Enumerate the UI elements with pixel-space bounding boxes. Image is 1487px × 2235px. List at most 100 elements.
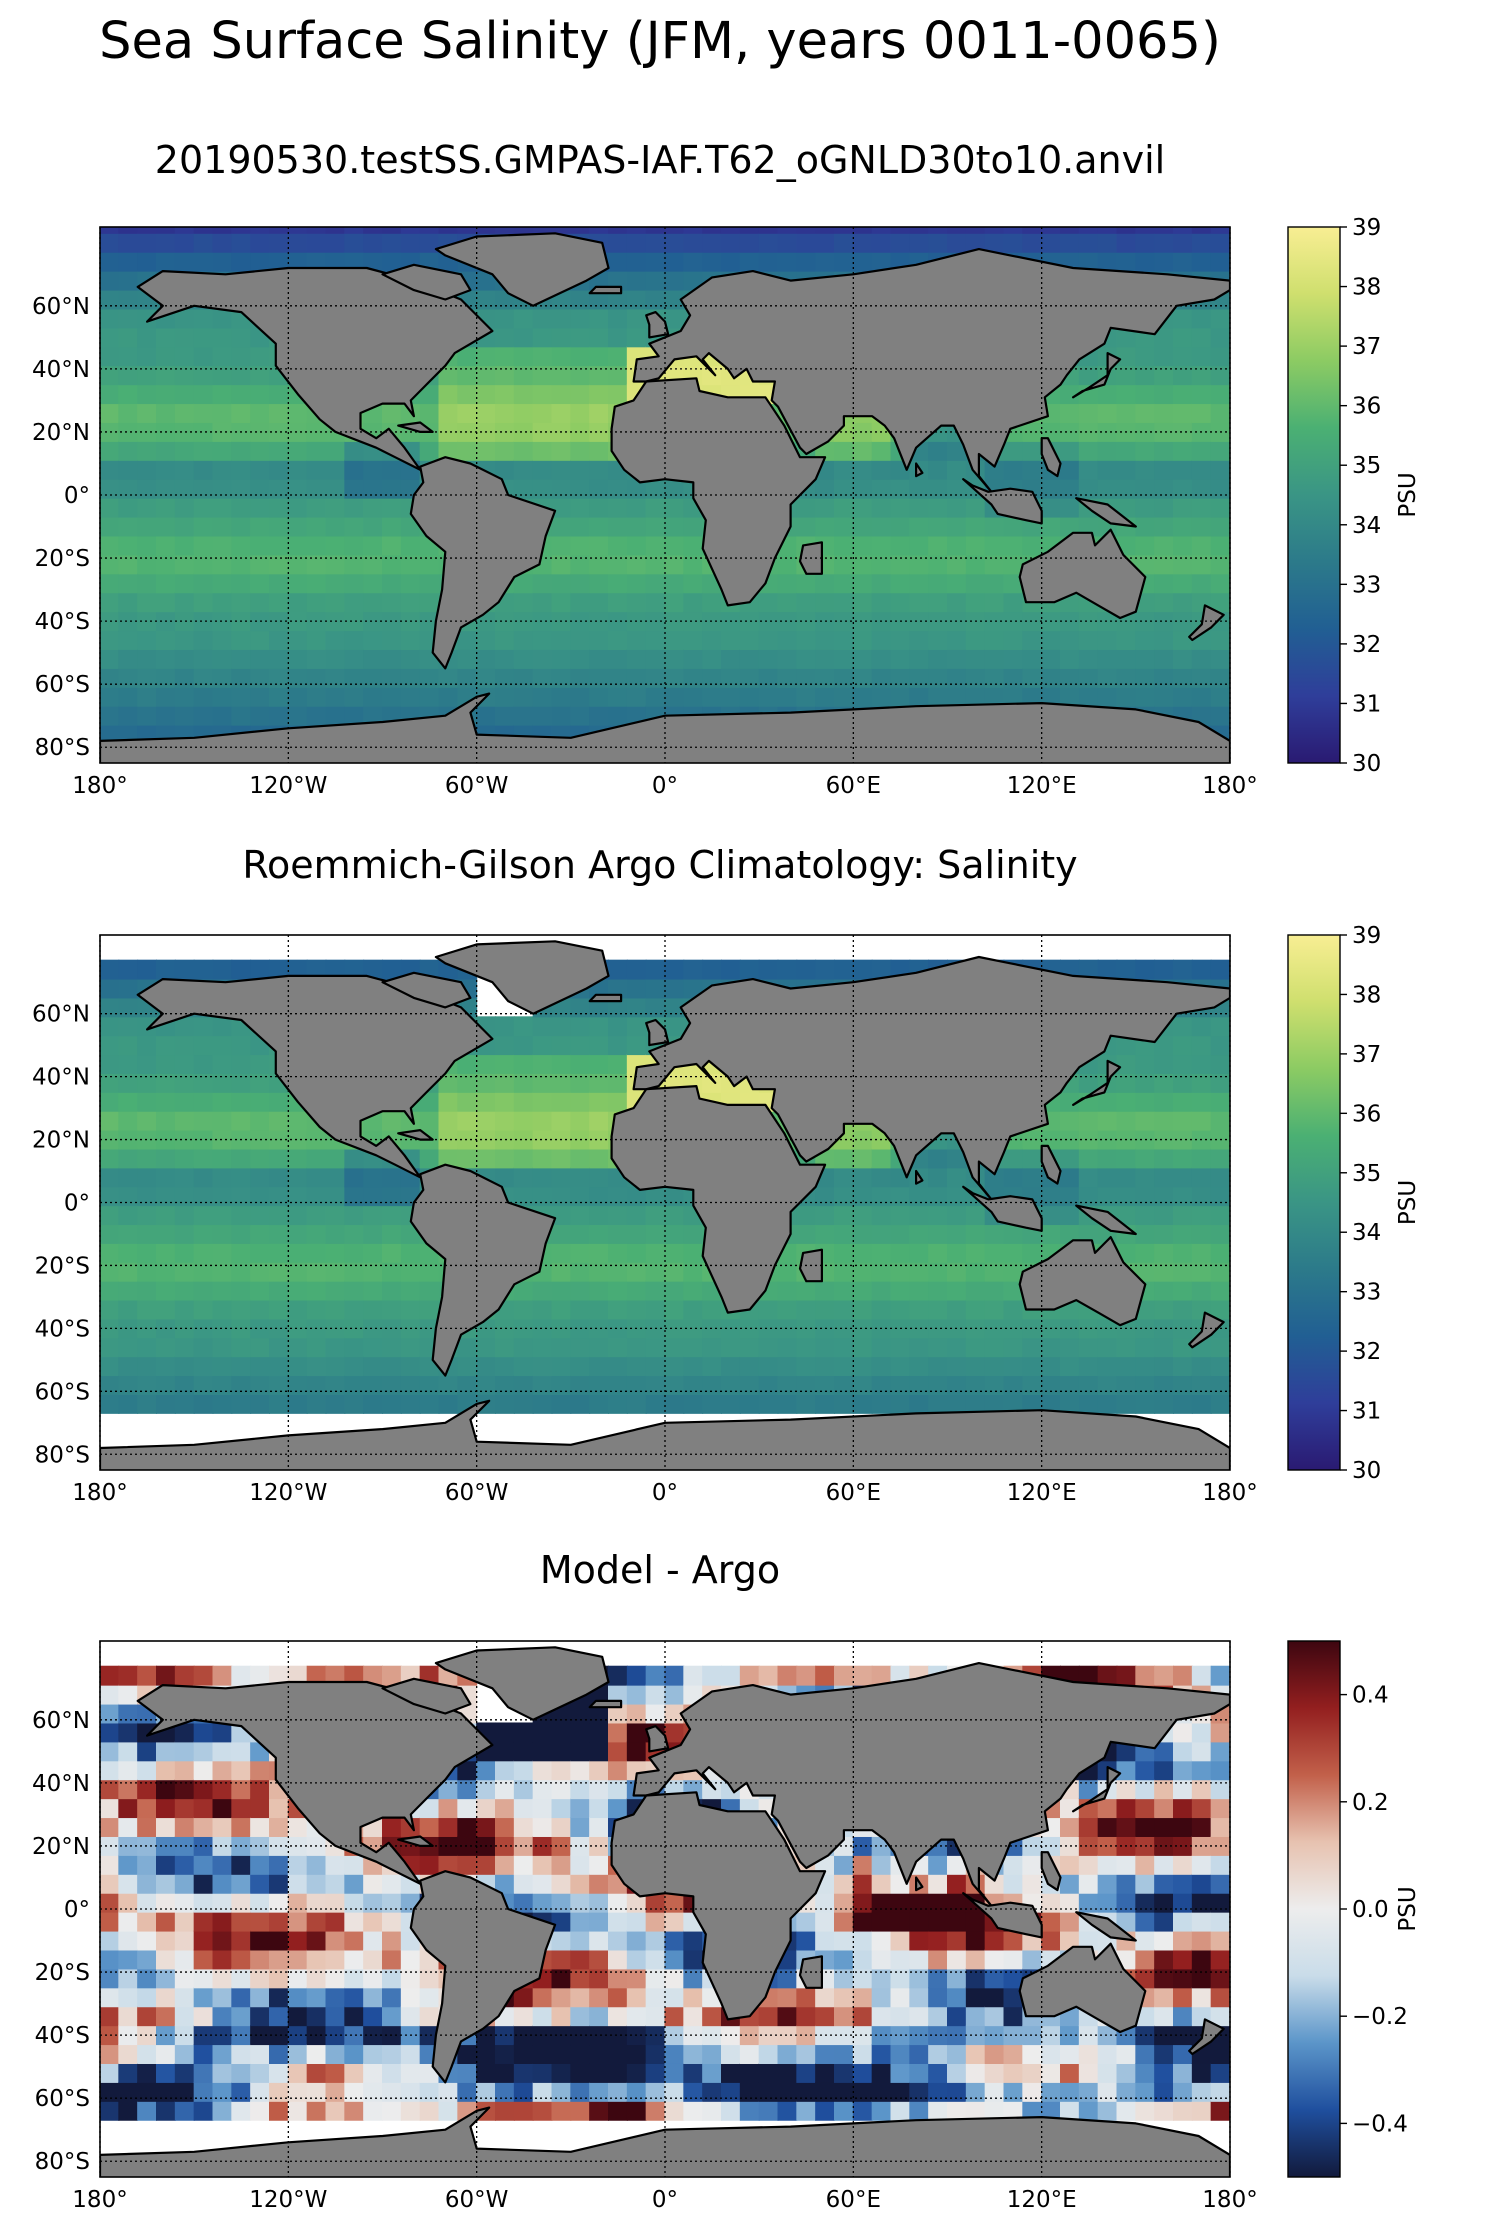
colorbar-tick-label: 34: [1352, 513, 1381, 539]
x-tick-label: 60°W: [445, 773, 509, 799]
australia-land: [1018, 528, 1147, 620]
indonesia-land: [962, 1185, 1043, 1232]
colorbar-label: PSU: [1395, 472, 1421, 517]
panel-2-gridlines: [99, 935, 1231, 1470]
y-tick-label: 40°N: [32, 357, 90, 383]
panel-2-map: 180° 120°W 60°W 0° 60°E 120°E 180° 60°N 40°N 20°N…: [32, 934, 1258, 1506]
y-tick-label: 20°S: [35, 546, 90, 572]
y-tick-label: 40°N: [32, 1065, 90, 1091]
x-tick-label: 180°: [1202, 2187, 1257, 2213]
x-tick-label: 60°E: [826, 2187, 881, 2213]
colorbar-tick-label: −0.4: [1352, 2111, 1408, 2137]
colorbar-tick-label: 32: [1352, 1339, 1381, 1365]
x-tick-label: 180°: [1202, 1480, 1257, 1506]
sri-lanka-land: [915, 462, 924, 478]
colorbar-bar: [1287, 1640, 1341, 2178]
x-tick-label: 180°: [1202, 773, 1257, 799]
africa-land: [610, 1791, 827, 2021]
y-tick-label: 60°N: [32, 1708, 90, 1734]
panel-3-title: Model - Argo: [539, 1548, 781, 1592]
iceland-land: [588, 285, 623, 295]
colorbar-tick-label: 35: [1352, 1161, 1381, 1187]
y-tick-label: 60°N: [32, 1002, 90, 1028]
x-tick-label: 0°: [652, 1480, 678, 1506]
sri-lanka-land: [915, 1876, 924, 1892]
colorbar-label: PSU: [1395, 1886, 1421, 1931]
iceland-land: [588, 1699, 623, 1709]
panel-2-colorbar: 39 38 37 36 35 34 33 32 31 30 PSU: [1287, 923, 1421, 1484]
indonesia-land: [962, 1892, 1043, 1939]
sri-lanka-land: [915, 1169, 924, 1185]
y-tick-label: 20°N: [32, 420, 90, 446]
y-tick-label: 60°S: [35, 2086, 90, 2112]
y-tick-label: 40°S: [35, 2023, 90, 2049]
colorbar-tick-label: 33: [1352, 1280, 1381, 1306]
x-tick-label: 60°E: [826, 773, 881, 799]
new-zealand-land: [1188, 1311, 1225, 1349]
x-tick-label: 120°E: [1007, 1480, 1077, 1506]
x-tick-label: 0°: [652, 773, 678, 799]
y-tick-label: 0°: [64, 1191, 90, 1217]
y-tick-label: 40°S: [35, 609, 90, 635]
x-tick-label: 0°: [652, 2187, 678, 2213]
y-tick-label: 40°N: [32, 1771, 90, 1797]
colorbar-tick-label: 34: [1352, 1220, 1381, 1246]
y-tick-label: 20°N: [32, 1128, 90, 1154]
y-tick-label: 80°S: [35, 1442, 90, 1468]
x-tick-label: 60°W: [445, 1480, 509, 1506]
panel-1-title: 20190530.testSS.GMPAS-IAF.T62_oGNLD30to1…: [154, 138, 1166, 182]
panel-1-colorbar: 39 38 37 36 35 34 33 32 31 30 PSU: [1287, 215, 1421, 777]
colorbar-tick-label: 39: [1352, 923, 1381, 949]
y-tick-label: 0°: [64, 1897, 90, 1923]
south-america-land: [409, 1870, 557, 2084]
x-tick-label: 120°E: [1007, 2187, 1077, 2213]
y-tick-label: 60°S: [35, 672, 90, 698]
y-tick-label: 20°N: [32, 1834, 90, 1860]
colorbar-tick-label: 0.0: [1352, 1897, 1389, 1923]
new-zealand-land: [1188, 2018, 1225, 2056]
panel-3-colorbar: 0.4 0.2 0.0 −0.2 −0.4 PSU: [1287, 1640, 1421, 2178]
x-tick-label: 120°E: [1007, 773, 1077, 799]
panel-1-gridlines: [99, 227, 1231, 763]
cuba-land: [397, 1129, 434, 1141]
australia-land: [1018, 1236, 1147, 1327]
britain-land: [645, 1018, 670, 1047]
panel-2-frame: [99, 934, 1231, 1471]
colorbar-tick-label: 36: [1352, 1101, 1381, 1127]
south-america-land: [409, 1163, 557, 1377]
indonesia-land: [962, 478, 1043, 525]
japan-land: [1072, 1766, 1122, 1813]
iceland-land: [588, 993, 623, 1003]
colorbar-tick-label: 37: [1352, 1042, 1381, 1068]
south-america-land: [409, 456, 557, 670]
cuba-land: [397, 421, 434, 433]
panel-3-frame: [99, 1640, 1231, 2178]
colorbar-tick-label: 32: [1352, 632, 1381, 658]
colorbar-tick-label: −0.2: [1352, 2004, 1408, 2030]
japan-land: [1072, 352, 1122, 399]
panel-1-map: 180° 120°W 60°W 0° 60°E 120°E 180° 60°N 40°N 20°N…: [32, 226, 1258, 799]
y-tick-label: 60°S: [35, 1379, 90, 1405]
australia-land: [1018, 1942, 1147, 2034]
new-guinea-land: [1075, 1204, 1137, 1236]
colorbar-label: PSU: [1395, 1180, 1421, 1225]
eurasia-land: [632, 248, 1230, 493]
baffin-island-land: [381, 263, 472, 301]
baffin-island-land: [381, 971, 472, 1009]
y-tick-label: 0°: [64, 483, 90, 509]
colorbar-tick-label: 30: [1352, 751, 1381, 777]
colorbar-bar: [1287, 934, 1341, 1471]
panel-2-title: Roemmich-Gilson Argo Climatology: Salini…: [242, 843, 1078, 887]
colorbar-tick-label: 0.4: [1352, 1683, 1389, 1709]
x-tick-label: 120°W: [249, 773, 327, 799]
colorbar-tick-label: 36: [1352, 394, 1381, 420]
x-tick-label: 180°: [72, 2187, 127, 2213]
y-tick-label: 80°S: [35, 2149, 90, 2175]
baffin-island-land: [381, 1677, 472, 1715]
britain-land: [645, 311, 670, 339]
x-tick-label: 120°W: [249, 2187, 327, 2213]
colorbar-tick-label: 33: [1352, 572, 1381, 598]
colorbar-tick-label: 0.2: [1352, 1790, 1389, 1816]
new-guinea-land: [1075, 1911, 1137, 1942]
